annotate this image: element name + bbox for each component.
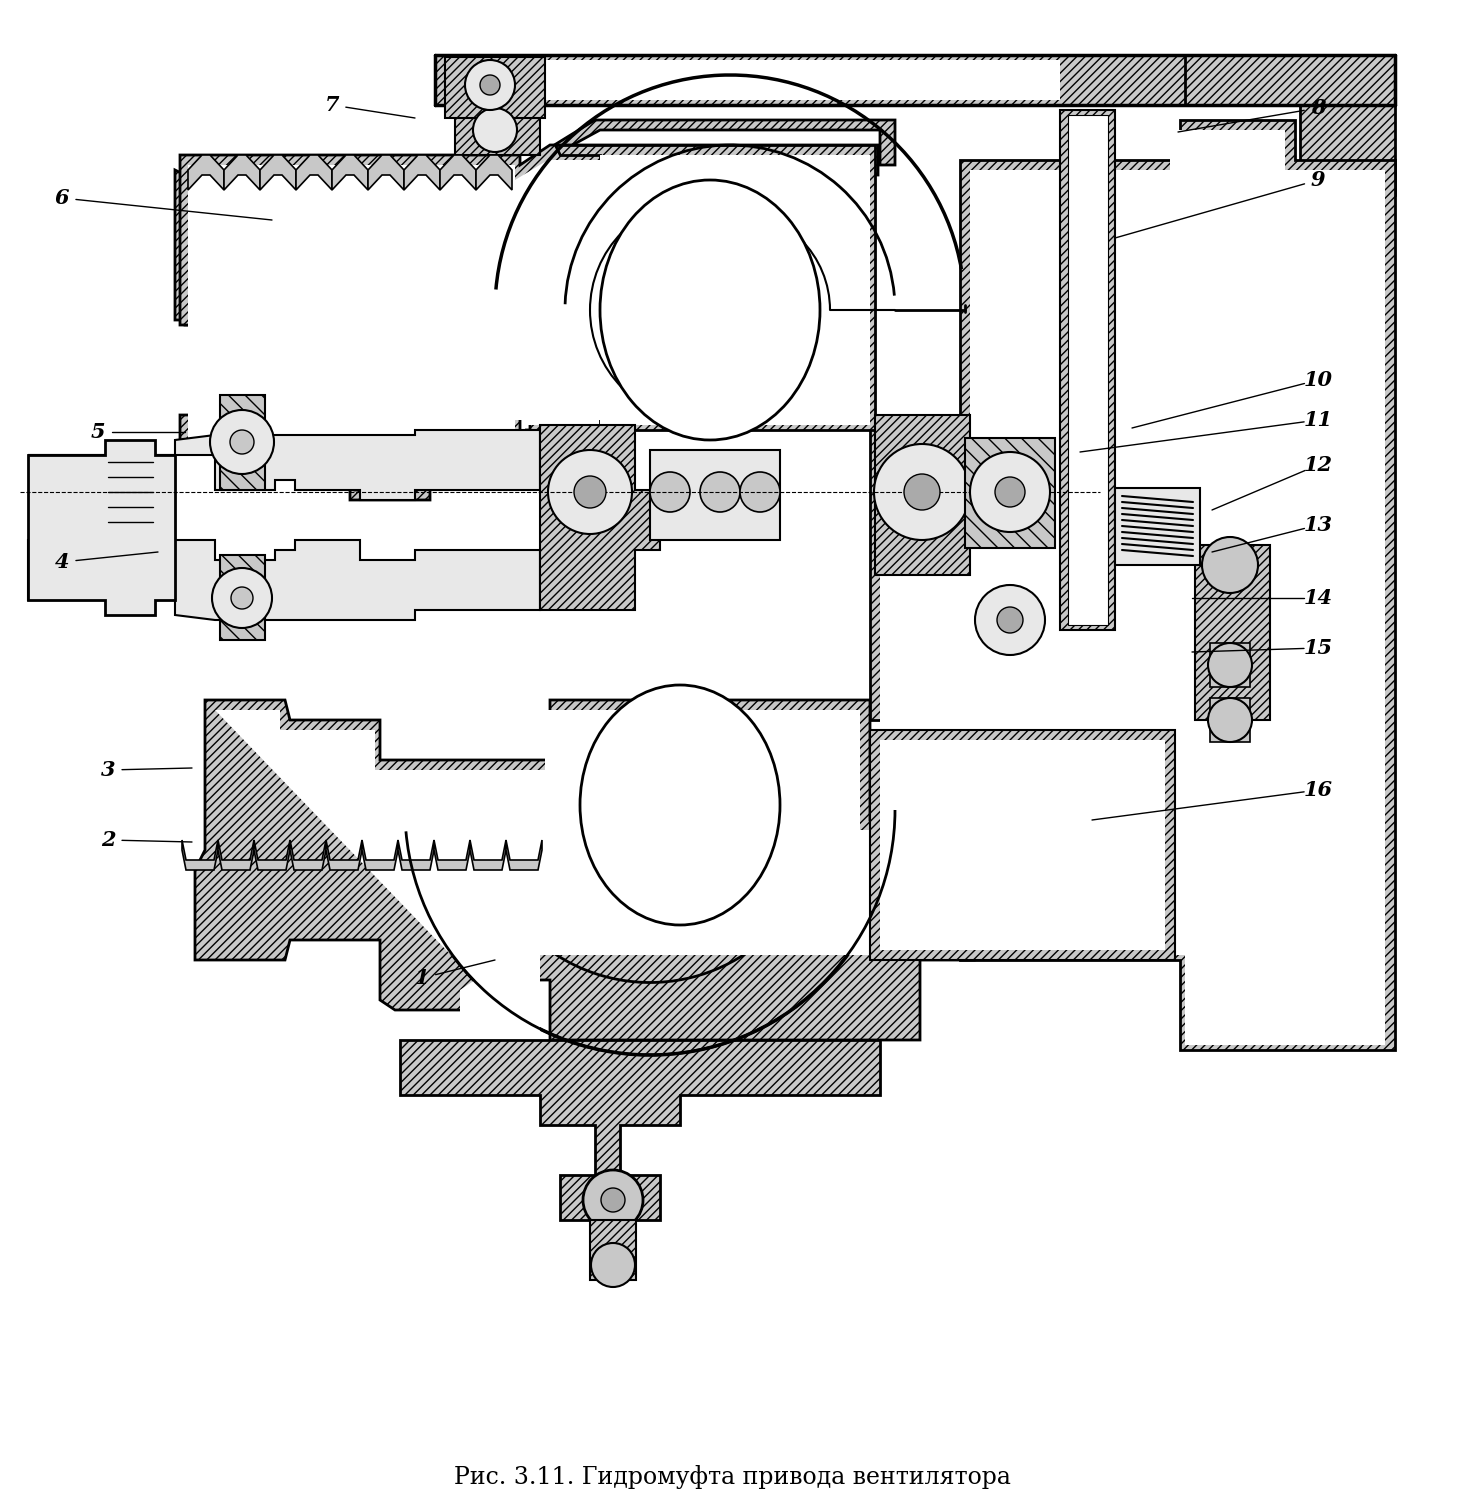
- Polygon shape: [195, 155, 875, 480]
- Polygon shape: [870, 120, 1395, 1051]
- Polygon shape: [182, 841, 218, 871]
- Polygon shape: [195, 699, 1039, 1040]
- Circle shape: [466, 60, 515, 110]
- Polygon shape: [1060, 110, 1116, 630]
- Polygon shape: [290, 841, 326, 871]
- Polygon shape: [1211, 698, 1250, 741]
- Circle shape: [480, 75, 501, 95]
- Polygon shape: [1069, 116, 1108, 624]
- Polygon shape: [28, 429, 540, 500]
- Polygon shape: [253, 841, 290, 871]
- Polygon shape: [433, 841, 470, 871]
- Circle shape: [650, 471, 690, 512]
- Polygon shape: [1116, 488, 1200, 564]
- Circle shape: [590, 200, 810, 420]
- Text: 15: 15: [1303, 638, 1332, 657]
- Polygon shape: [326, 841, 362, 871]
- Polygon shape: [455, 116, 540, 155]
- Polygon shape: [398, 841, 433, 871]
- Circle shape: [1208, 642, 1252, 687]
- Polygon shape: [880, 131, 1385, 1045]
- Polygon shape: [367, 155, 404, 191]
- Polygon shape: [296, 155, 332, 191]
- Text: 16: 16: [1303, 781, 1332, 800]
- Circle shape: [996, 477, 1025, 507]
- Polygon shape: [1195, 545, 1269, 720]
- Polygon shape: [445, 57, 545, 119]
- Circle shape: [739, 471, 780, 512]
- Polygon shape: [224, 155, 261, 191]
- Text: 3: 3: [101, 760, 116, 781]
- Circle shape: [971, 452, 1050, 531]
- Text: 10: 10: [1303, 371, 1332, 390]
- Circle shape: [874, 444, 971, 540]
- Polygon shape: [600, 155, 870, 425]
- Text: 13: 13: [1303, 515, 1332, 534]
- Polygon shape: [187, 155, 224, 191]
- Circle shape: [1208, 698, 1252, 741]
- Polygon shape: [1184, 56, 1395, 195]
- Polygon shape: [875, 414, 971, 575]
- Polygon shape: [650, 450, 780, 540]
- Polygon shape: [28, 440, 176, 615]
- Circle shape: [602, 1187, 625, 1211]
- Ellipse shape: [580, 684, 780, 925]
- Circle shape: [473, 108, 517, 152]
- Circle shape: [903, 474, 940, 510]
- Polygon shape: [507, 841, 542, 871]
- Polygon shape: [187, 161, 870, 444]
- Polygon shape: [870, 729, 1176, 961]
- Circle shape: [548, 450, 632, 534]
- Polygon shape: [28, 540, 540, 620]
- Text: 14: 14: [1303, 588, 1332, 608]
- Polygon shape: [880, 740, 1165, 950]
- Polygon shape: [400, 1040, 880, 1220]
- Polygon shape: [441, 155, 476, 191]
- Polygon shape: [540, 425, 660, 609]
- Polygon shape: [555, 146, 875, 429]
- Ellipse shape: [600, 180, 820, 440]
- Text: 9: 9: [1310, 170, 1325, 191]
- Polygon shape: [180, 146, 878, 450]
- Circle shape: [574, 476, 606, 507]
- Text: Рис. 3.11. Гидромуфта привода вентилятора: Рис. 3.11. Гидромуфта привода вентилятор…: [454, 1465, 1010, 1489]
- Polygon shape: [220, 395, 265, 489]
- Polygon shape: [404, 155, 441, 191]
- Circle shape: [212, 567, 272, 627]
- Circle shape: [230, 429, 253, 453]
- Text: 11: 11: [1303, 410, 1332, 429]
- Circle shape: [1202, 537, 1258, 593]
- Circle shape: [209, 410, 274, 474]
- Circle shape: [231, 587, 253, 609]
- Circle shape: [700, 471, 739, 512]
- Text: 4: 4: [54, 552, 69, 572]
- Polygon shape: [1211, 642, 1250, 687]
- Text: 7: 7: [325, 95, 340, 116]
- Text: 1: 1: [414, 968, 429, 988]
- Polygon shape: [470, 841, 507, 871]
- Text: 5: 5: [91, 422, 105, 441]
- Polygon shape: [476, 155, 512, 191]
- Circle shape: [591, 1243, 635, 1286]
- Polygon shape: [362, 841, 398, 871]
- Polygon shape: [590, 1220, 635, 1280]
- Polygon shape: [215, 710, 1031, 1036]
- Text: 2: 2: [101, 830, 116, 850]
- Polygon shape: [176, 120, 895, 500]
- Polygon shape: [435, 56, 1395, 105]
- Text: 12: 12: [1303, 455, 1332, 474]
- Polygon shape: [218, 841, 253, 871]
- Polygon shape: [332, 155, 367, 191]
- Text: 6: 6: [54, 188, 69, 209]
- Polygon shape: [220, 555, 265, 639]
- Polygon shape: [261, 155, 296, 191]
- Text: 8: 8: [1310, 98, 1325, 119]
- Circle shape: [975, 585, 1045, 654]
- Polygon shape: [965, 438, 1056, 548]
- Circle shape: [997, 606, 1023, 633]
- Polygon shape: [540, 60, 1060, 101]
- Circle shape: [583, 1169, 643, 1229]
